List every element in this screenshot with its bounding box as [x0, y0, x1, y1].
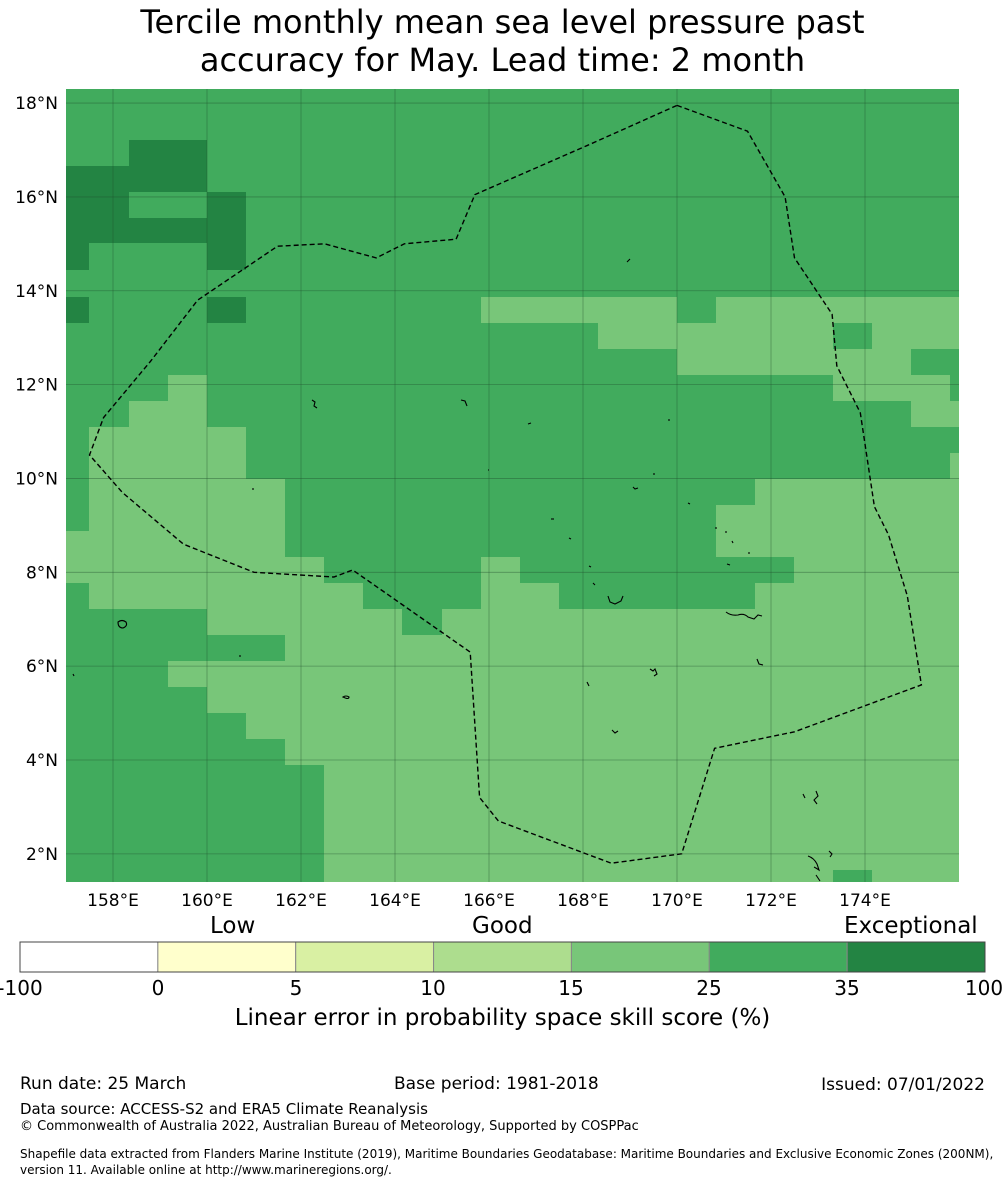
- colorbar-segment: [433, 941, 572, 973]
- colorbar-boundary-label: 5: [289, 976, 303, 1000]
- island-outline: [815, 874, 821, 882]
- colorbar-outline: [19, 941, 986, 973]
- island-outline: [726, 563, 731, 566]
- island-outline: [586, 681, 590, 687]
- island-outline: [807, 855, 821, 872]
- colorbar-axis-label: Linear error in probability space skill …: [234, 1005, 771, 1031]
- island-outline: [117, 619, 128, 629]
- colorbar-segment: [157, 941, 297, 973]
- colorbar-segment: [708, 941, 848, 973]
- lat-tick-label: 18°N: [15, 94, 58, 114]
- eez-boundary-line: [88, 104, 923, 864]
- colorbar-boundary-label: 15: [558, 976, 584, 1000]
- colorbar-segment: [295, 941, 435, 973]
- colorbar-boundary-label: 0: [151, 976, 165, 1000]
- skill-region-25-35: [66, 89, 959, 882]
- island-outline: [341, 695, 350, 700]
- island-outline: [311, 399, 318, 409]
- lon-tick-label: 174°E: [839, 891, 891, 911]
- lat-tick-label: 16°N: [15, 188, 58, 208]
- skill-region-35-100: [66, 140, 246, 323]
- colorbar-segment: [846, 941, 986, 973]
- issued-date: Issued: 07/01/2022: [821, 1075, 985, 1095]
- run-date: Run date: 25 March: [20, 1074, 187, 1094]
- lon-tick-label: 170°E: [651, 891, 703, 911]
- colorbar-boundary-label: 35: [834, 976, 860, 1000]
- lat-tick-label: 14°N: [15, 282, 58, 302]
- island-outline: [460, 399, 468, 407]
- island-coastlines: [72, 258, 833, 882]
- gridlines: [66, 89, 959, 882]
- colorbar-category-exceptional: Exceptional: [844, 913, 978, 939]
- island-outline: [756, 658, 764, 666]
- shapefile-note: Shapefile data extracted from Flanders M…: [20, 1147, 994, 1177]
- island-outline: [611, 729, 619, 734]
- island-outline: [687, 502, 691, 505]
- island-outline: [72, 673, 75, 677]
- island-outline: [588, 565, 592, 568]
- island-outline: [568, 537, 572, 540]
- island-outline: [632, 486, 639, 490]
- lat-tick-label: 12°N: [15, 376, 58, 396]
- data-source: Data source: ACCESS-S2 and ERA5 Climate …: [20, 1100, 428, 1118]
- colorbar-boundary-label: 100: [964, 976, 1004, 1000]
- colorbar-boundary-label: 25: [696, 976, 722, 1000]
- colorbar-boundary-label: -100: [0, 976, 43, 1000]
- base-period: Base period: 1981-2018: [394, 1074, 599, 1094]
- lon-tick-label: 164°E: [369, 891, 421, 911]
- island-outline: [626, 258, 631, 263]
- lon-tick-label: 160°E: [181, 891, 233, 911]
- copyright-notice: © Commonwealth of Australia 2022, Austra…: [20, 1119, 639, 1134]
- lat-tick-label: 10°N: [15, 469, 58, 489]
- lat-tick-label: 4°N: [26, 751, 58, 771]
- colorbar-category-good: Good: [472, 913, 533, 939]
- lon-tick-label: 168°E: [557, 891, 609, 911]
- island-outline: [828, 850, 833, 858]
- lat-tick-label: 2°N: [26, 845, 58, 865]
- lat-tick-label: 6°N: [26, 657, 58, 677]
- island-outline: [802, 790, 819, 805]
- colorbar-category-low: Low: [210, 913, 256, 939]
- island-outline: [607, 595, 624, 605]
- island-outline: [649, 668, 658, 677]
- lon-tick-label: 162°E: [275, 891, 327, 911]
- longitude-tick-labels: 158°E 160°E 162°E 164°E 166°E 168°E 170°E 172°E…: [87, 891, 891, 911]
- colorbar-segment: [19, 941, 159, 973]
- lon-tick-label: 166°E: [463, 891, 515, 911]
- lat-tick-label: 8°N: [26, 563, 58, 583]
- island-outline: [527, 422, 532, 425]
- colorbar-boundary-label: 10: [420, 976, 446, 1000]
- island-outline: [725, 611, 763, 620]
- map-title-line2: accuracy for May. Lead time: 2 month: [199, 41, 806, 79]
- map-title-line1: Tercile monthly mean sea level pressure …: [140, 3, 865, 41]
- lon-tick-label: 158°E: [87, 891, 139, 911]
- colorbar: [19, 941, 986, 973]
- island-outline: [731, 540, 734, 544]
- lon-tick-label: 172°E: [745, 891, 797, 911]
- skill-map-area: [66, 89, 959, 882]
- colorbar-segment: [570, 941, 710, 973]
- latitude-tick-labels: 18°N 16°N 14°N 12°N 10°N 8°N 6°N 4°N 2°N: [15, 94, 58, 865]
- island-outline: [592, 582, 596, 586]
